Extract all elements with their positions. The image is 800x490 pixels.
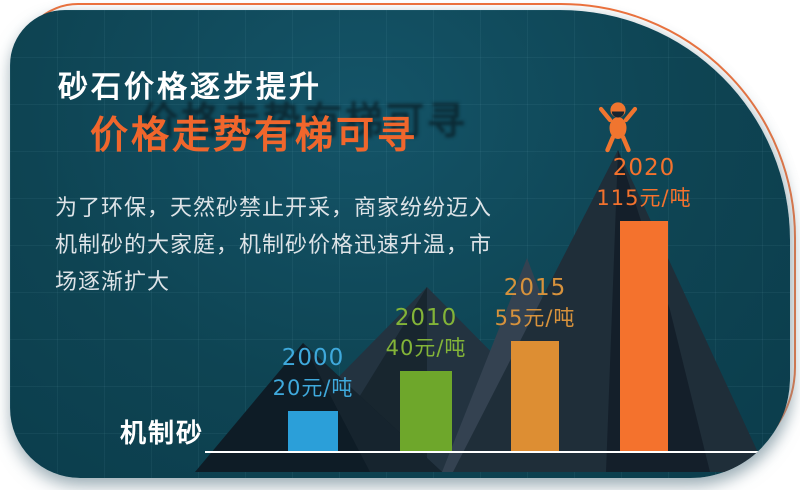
description-line: 场逐渐扩大	[55, 270, 171, 295]
bar-year: 2000	[281, 344, 345, 371]
climber-smile	[611, 111, 625, 118]
climber-left-leg	[605, 134, 616, 153]
bar-year: 2020	[612, 154, 676, 181]
climber-left-arm	[598, 106, 613, 123]
climber-right-leg	[620, 134, 631, 153]
climber-body	[609, 117, 627, 139]
description-text: 为了环保，天然砂禁止开采，商家纷纷迈入 机制砂的大家庭，机制砂价格迅速升温，市 …	[55, 190, 555, 301]
bar-year: 2010	[394, 304, 458, 331]
bar-price: 20元/吨	[272, 376, 354, 401]
page-title: 砂石价格逐步提升	[58, 70, 322, 105]
axis-line	[205, 450, 763, 453]
bar-2000	[288, 410, 338, 451]
bar-price: 55元/吨	[494, 306, 576, 331]
climber-icon	[598, 102, 638, 153]
bar-year: 2015	[503, 274, 567, 301]
bar-label-2010: 2010 40元/吨	[346, 302, 506, 364]
axis-label: 机制砂	[120, 419, 205, 449]
bar-label-2020: 2020 115元/吨	[564, 152, 724, 214]
climber-right-arm	[623, 106, 638, 123]
infographic-card: 砂石价格逐步提升 价格走势有梯可寻 为了环保，天然砂禁止开采，商家纷纷迈入 机制…	[10, 10, 790, 478]
bar-2010	[400, 370, 452, 451]
bar-2020	[620, 220, 668, 451]
bar-label-2000: 2000 20元/吨	[233, 342, 393, 404]
bar-label-2015: 2015 55元/吨	[455, 272, 615, 334]
description-line: 机制砂的大家庭，机制砂价格迅速升温，市	[55, 233, 493, 258]
page-subtitle: 价格走势有梯可寻	[90, 113, 419, 157]
description-line: 为了环保，天然砂禁止开采，商家纷纷迈入	[55, 196, 493, 221]
bar-price: 40元/吨	[385, 336, 467, 361]
bar-price: 115元/吨	[596, 186, 692, 211]
bar-2015	[511, 340, 559, 451]
